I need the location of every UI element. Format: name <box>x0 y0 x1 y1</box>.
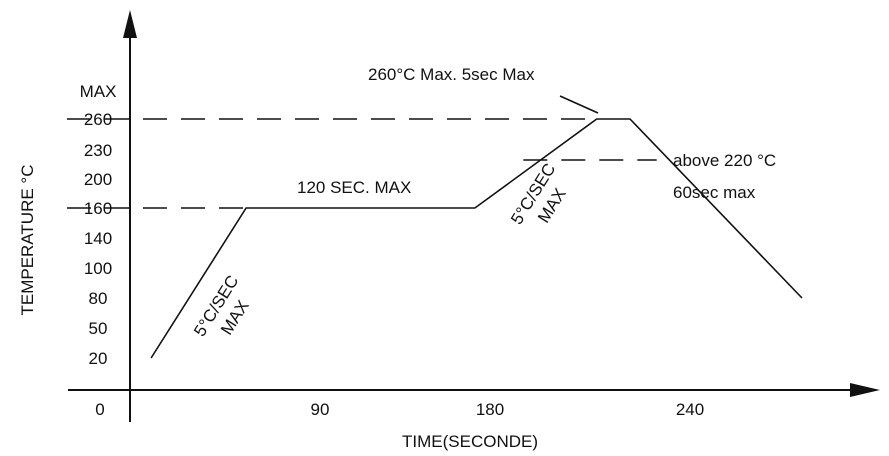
peak-leader-line <box>559 95 599 114</box>
x-tick-label: 240 <box>676 400 704 419</box>
y-tick-label: 100 <box>84 259 112 278</box>
y-tick-label: 200 <box>84 170 112 189</box>
annotation-above220-line1: above 220 °C <box>673 151 776 170</box>
y-axis-title: TEMPERATURE °C <box>18 165 37 316</box>
x-tick-label: 0 <box>95 400 104 419</box>
y-tick-label: 80 <box>89 289 108 308</box>
annotation-above220-line2: 60sec max <box>673 183 756 202</box>
reference-lines <box>67 118 657 209</box>
annotation-peak: 260°C Max. 5sec Max <box>368 65 535 84</box>
y-tick-label: 230 <box>84 141 112 160</box>
x-tick-label: 180 <box>476 400 504 419</box>
y-tick-labels: 20 50 80 100 140 160 200 230 260 MAX <box>80 82 117 368</box>
annotation-soak: 120 SEC. MAX <box>297 178 411 197</box>
x-axis-title: TIME(SECONDE) <box>402 432 538 451</box>
x-tick-label: 90 <box>311 400 330 419</box>
y-tick-label: MAX <box>80 82 117 101</box>
y-tick-label: 50 <box>89 319 108 338</box>
x-tick-labels: 0 90 180 240 <box>95 400 704 419</box>
temperature-profile-line <box>150 118 803 359</box>
y-tick-label: 160 <box>84 199 112 218</box>
y-tick-label: 20 <box>89 349 108 368</box>
y-tick-label: 260 <box>84 110 112 129</box>
y-tick-label: 140 <box>84 229 112 248</box>
y-axis-arrow <box>123 10 137 38</box>
x-axis-arrow <box>850 383 880 397</box>
